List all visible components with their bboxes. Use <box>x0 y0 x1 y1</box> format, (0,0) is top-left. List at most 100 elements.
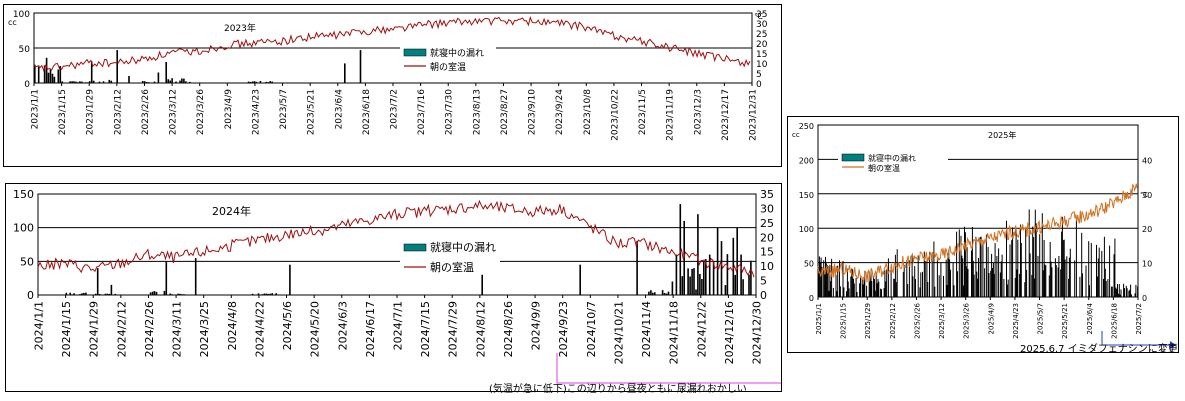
chart-2025-bar <box>1015 229 1017 297</box>
chart-2025-bar <box>950 269 951 297</box>
chart-2025-bar <box>1025 229 1027 297</box>
chart-2025-legend-bar-swatch <box>841 153 865 162</box>
chart-2023-bar <box>147 82 150 83</box>
chart-2025-bar <box>1020 224 1021 297</box>
chart-2025-bar <box>1118 284 1120 297</box>
chart-2025-bar <box>884 270 886 297</box>
chart-2025-bar <box>1107 279 1109 297</box>
chart-2025-bar <box>846 291 847 297</box>
chart-2025-bar <box>893 278 895 297</box>
chart-2024-legend-bar-label: 就寝中の漏れ <box>430 240 496 254</box>
chart-2023-bar <box>153 81 156 83</box>
chart-2023-bar <box>179 80 181 83</box>
chart-2025-bar <box>894 278 896 297</box>
chart-2025-bar <box>823 260 825 297</box>
chart-2025-bar <box>1075 218 1077 297</box>
chart-2024-bar <box>665 293 668 295</box>
chart-2023-bar <box>81 81 83 83</box>
chart-2025-bar <box>988 273 990 297</box>
chart-2025-x-tick-label: 2025/3/26 <box>963 302 971 338</box>
chart-2023-bar <box>267 82 269 83</box>
chart-2024-bar <box>155 291 158 295</box>
chart-2023-x-tick-label: 2023/10/8 <box>583 89 593 135</box>
chart-2025-bar <box>873 276 875 297</box>
chart-2024-bar <box>712 261 715 295</box>
chart-2025-bar <box>998 248 1000 297</box>
chart-2025-bar <box>1135 284 1137 297</box>
chart-2023-bar <box>69 81 71 83</box>
chart-2025-bar <box>920 272 922 297</box>
chart-2025-bar <box>966 247 968 297</box>
chart-2025-bar <box>982 239 984 297</box>
chart-2025-bar <box>1051 267 1053 297</box>
chart-2025-bar <box>1081 232 1083 297</box>
chart-2023-bar <box>43 65 46 83</box>
chart-2024-bar <box>265 293 268 295</box>
chart-2025-bar <box>960 235 962 297</box>
chart-2025: 0 50 100 150 200 250 0 10 20 30 40 cc ℃ 2025年 2025/1/1… <box>792 122 1152 339</box>
chart-2024-x-tick-label: 2024/3/11 <box>171 301 184 357</box>
chart-2024-y-left-tick: 50 <box>20 255 34 268</box>
chart-2025-legend-line-label: 朝の室温 <box>868 163 900 173</box>
chart-2023-y-right-tick: 20 <box>756 40 768 50</box>
chart-2025-bar <box>1088 241 1090 297</box>
note-2025: 2025.6.7 イミダフェナシンに変更 <box>1020 344 1178 355</box>
chart-2025-bar <box>1016 269 1018 297</box>
chart-2024-x-tick-label: 2024/12/30 <box>751 301 764 364</box>
chart-2025-bar <box>1048 275 1050 297</box>
chart-2024-x-tick-label: 2024/5/6 <box>281 301 294 350</box>
chart-2025-bar <box>887 258 889 297</box>
chart-2024-x-tick-label: 2024/4/22 <box>253 301 266 357</box>
chart-2024-bar <box>271 293 273 295</box>
chart-2023-y-right-tick: 35 <box>756 10 767 20</box>
chart-2025-x-tick-label: 2025/6/18 <box>1110 303 1118 339</box>
chart-2025-x-tick-label: 2025/1/1 <box>815 303 823 334</box>
chart-2024-x-tick-label: 2024/6/17 <box>364 301 377 357</box>
chart-2025-bar <box>991 253 993 297</box>
chart-2024-bar <box>663 293 666 295</box>
chart-2025-bar <box>902 271 904 297</box>
chart-2025-bar <box>1009 244 1011 297</box>
chart-2025-bar <box>946 285 948 297</box>
chart-2024-bar <box>267 293 270 295</box>
chart-2025-bar <box>1014 277 1016 297</box>
chart-2025-bar <box>1042 270 1044 297</box>
chart-2025-bar <box>824 273 826 297</box>
chart-2025-title: 2025年 <box>988 130 1016 140</box>
chart-2024-bar <box>275 293 277 295</box>
chart-2024-bar <box>689 276 691 295</box>
chart-2023-y-right-tick: 30 <box>756 20 768 30</box>
chart-2023-bar <box>57 69 60 83</box>
chart-2025-legend-bar-label: 就寝中の漏れ <box>868 153 916 163</box>
chart-2025-bar <box>1033 237 1035 297</box>
chart-2025-bar <box>1043 240 1045 297</box>
chart-2024-bar <box>263 293 266 295</box>
chart-2025-bar <box>952 262 954 297</box>
chart-2025-bar <box>936 258 938 297</box>
chart-2024-bar <box>748 274 750 295</box>
chart-2024-bar <box>650 290 652 295</box>
chart-2025-bar <box>922 271 923 297</box>
chart-2024-bar <box>83 292 85 295</box>
chart-2025-bar <box>963 285 965 297</box>
chart-2025-bar <box>1079 276 1081 297</box>
chart-2025-bar <box>1089 285 1090 297</box>
chart-2023-bar <box>253 81 256 83</box>
chart-2024-bar <box>654 292 656 295</box>
chart-2023-bar <box>265 81 268 83</box>
chart-2025-bar <box>843 287 845 297</box>
chart-2024-bar <box>740 254 742 295</box>
chart-2024-bar <box>163 290 166 295</box>
chart-2025-bar <box>819 261 821 297</box>
chart-2023-x-tick-label: 2023/1/1 <box>31 89 41 129</box>
chart-2023-bar <box>37 65 40 83</box>
chart-2025-bar <box>1063 239 1065 297</box>
chart-2025-bar <box>1029 253 1031 297</box>
chart-2025-bar <box>1117 284 1118 297</box>
chart-2023-x-tick-label: 2023/1/15 <box>58 89 68 135</box>
chart-2024-bar <box>112 294 115 295</box>
chart-2023-x-tick-label: 2023/12/31 <box>749 89 759 141</box>
chart-2025-bar <box>850 276 852 297</box>
chart-2023-y-right-tick: 15 <box>756 50 767 60</box>
chart-2025-bar <box>1003 279 1005 297</box>
